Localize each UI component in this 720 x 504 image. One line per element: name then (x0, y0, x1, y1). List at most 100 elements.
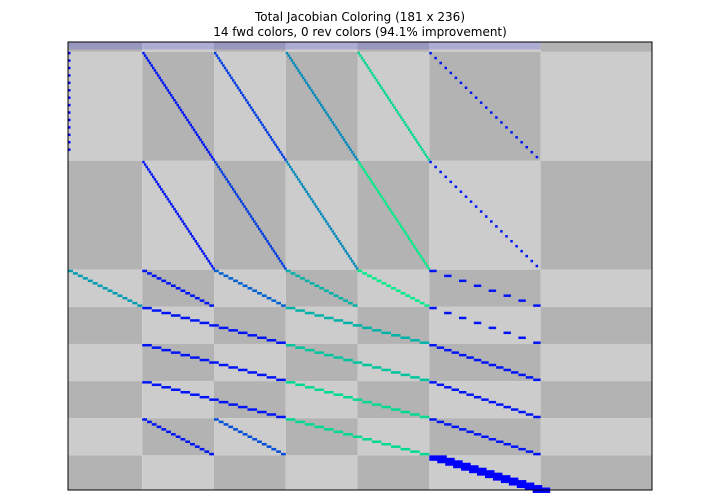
block-cell (68, 42, 143, 52)
nonzero-mark (247, 287, 253, 290)
nonzero-mark (336, 237, 339, 241)
nonzero-mark (309, 282, 315, 285)
nonzero-mark (143, 163, 147, 166)
nonzero-mark (68, 269, 73, 273)
nonzero-mark (266, 445, 272, 448)
block-cell (68, 455, 143, 490)
nonzero-mark (510, 240, 513, 243)
nonzero-mark (231, 188, 235, 191)
nonzero-mark (459, 190, 463, 193)
nonzero-mark (235, 84, 238, 87)
nonzero-mark (311, 91, 315, 94)
nonzero-mark (223, 66, 227, 70)
nonzero-mark (68, 89, 71, 92)
nonzero-mark (391, 334, 401, 337)
nonzero-mark (215, 163, 219, 166)
nonzero-mark (145, 56, 148, 60)
nonzero-mark (289, 165, 292, 169)
nonzero-mark (280, 452, 286, 456)
nonzero-mark (165, 86, 168, 90)
nonzero-mark (326, 222, 330, 226)
nonzero-mark (429, 269, 437, 273)
nonzero-mark (142, 343, 152, 347)
nonzero-mark (315, 96, 318, 99)
nonzero-mark (272, 141, 276, 144)
nonzero-mark (454, 76, 458, 80)
nonzero-mark (419, 341, 430, 344)
nonzero-mark (68, 96, 71, 99)
nonzero-mark (175, 435, 181, 439)
nonzero-mark (266, 376, 277, 379)
nonzero-mark (525, 145, 528, 149)
nonzero-mark (210, 264, 214, 268)
nonzero-mark (349, 148, 352, 151)
nonzero-mark (343, 321, 353, 325)
nonzero-mark (68, 126, 71, 129)
nonzero-mark (180, 353, 191, 357)
nonzero-mark (434, 56, 437, 60)
nonzero-mark (484, 215, 488, 218)
nonzero-mark (147, 168, 150, 171)
nonzero-mark (364, 61, 367, 65)
nonzero-mark (199, 321, 210, 325)
block-cell (285, 42, 358, 52)
nonzero-mark (171, 205, 175, 208)
nonzero-mark (223, 175, 227, 179)
nonzero-mark (194, 445, 200, 448)
nonzero-mark (385, 93, 388, 97)
nonzero-mark (364, 170, 367, 174)
nonzero-mark (376, 279, 382, 283)
nonzero-mark (156, 277, 162, 280)
nonzero-mark (464, 86, 468, 90)
nonzero-mark (458, 279, 467, 283)
nonzero-mark (244, 207, 248, 211)
nonzero-mark (341, 136, 344, 139)
nonzero-mark (417, 252, 421, 255)
nonzero-mark (238, 197, 241, 201)
nonzero-mark (466, 393, 474, 396)
nonzero-mark (237, 331, 248, 335)
nonzero-mark (269, 136, 272, 139)
nonzero-mark (321, 215, 325, 218)
block-cell (214, 343, 286, 382)
nonzero-mark (367, 66, 370, 70)
nonzero-mark (367, 175, 370, 179)
nonzero-mark (207, 259, 210, 263)
nonzero-mark (68, 141, 71, 144)
nonzero-mark (426, 155, 429, 159)
nonzero-mark (214, 51, 217, 55)
nonzero-mark (228, 329, 238, 332)
nonzero-mark (525, 254, 528, 258)
nonzero-mark (257, 373, 267, 377)
nonzero-mark (241, 93, 245, 97)
nonzero-mark (390, 210, 393, 213)
nonzero-mark (427, 267, 431, 270)
nonzero-mark (228, 366, 238, 369)
nonzero-mark (424, 262, 427, 265)
nonzero-mark (280, 304, 286, 307)
nonzero-mark (160, 188, 163, 191)
nonzero-mark (359, 54, 362, 57)
nonzero-mark (302, 185, 305, 189)
nonzero-mark (178, 106, 181, 109)
nonzero-mark (218, 363, 229, 367)
nonzero-mark (222, 64, 225, 67)
nonzero-mark (434, 165, 437, 169)
nonzero-mark (444, 386, 452, 389)
nonzero-mark (254, 113, 258, 117)
nonzero-mark (271, 138, 274, 142)
nonzero-mark (222, 173, 225, 176)
nonzero-mark (337, 240, 341, 243)
nonzero-mark (142, 160, 145, 164)
nonzero-mark (287, 54, 290, 57)
nonzero-mark (305, 190, 308, 193)
nonzero-mark (391, 287, 396, 290)
block-cell (429, 42, 541, 52)
nonzero-mark (371, 366, 382, 369)
nonzero-mark (403, 121, 406, 124)
nonzero-mark (339, 133, 343, 137)
nonzero-mark (355, 158, 359, 161)
nonzero-mark (127, 299, 133, 302)
nonzero-mark (469, 91, 473, 94)
nonzero-mark (247, 371, 258, 374)
